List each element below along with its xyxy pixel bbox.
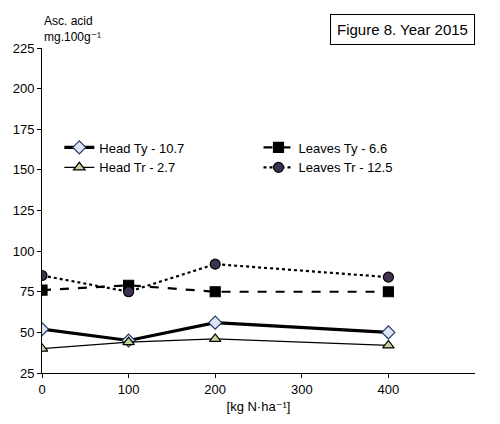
svg-text:0: 0 bbox=[38, 382, 45, 397]
svg-text:150: 150 bbox=[13, 162, 35, 177]
svg-text:200: 200 bbox=[204, 382, 226, 397]
svg-text:200: 200 bbox=[13, 81, 35, 96]
svg-text:Asc. acidmg.100g⁻¹: Asc. acidmg.100g⁻¹ bbox=[44, 14, 101, 44]
svg-text:100: 100 bbox=[13, 244, 35, 259]
svg-text:100: 100 bbox=[118, 382, 140, 397]
svg-text:400: 400 bbox=[378, 382, 400, 397]
svg-text:Head Ty - 10.7: Head Ty - 10.7 bbox=[99, 141, 184, 156]
svg-text:25: 25 bbox=[20, 366, 34, 381]
svg-text:Head Tr - 2.7: Head Tr - 2.7 bbox=[99, 160, 175, 175]
svg-text:125: 125 bbox=[13, 203, 35, 218]
svg-text:175: 175 bbox=[13, 122, 35, 137]
svg-text:Leaves Tr - 12.5: Leaves Tr - 12.5 bbox=[299, 160, 393, 175]
svg-text:50: 50 bbox=[20, 325, 34, 340]
svg-text:[kg N·ha⁻¹]: [kg N·ha⁻¹] bbox=[227, 399, 291, 414]
svg-text:Figure 8. Year 2015: Figure 8. Year 2015 bbox=[337, 21, 468, 38]
svg-text:Leaves Ty - 6.6: Leaves Ty - 6.6 bbox=[299, 141, 388, 156]
svg-text:75: 75 bbox=[20, 284, 34, 299]
svg-text:300: 300 bbox=[291, 382, 313, 397]
svg-text:225: 225 bbox=[13, 41, 35, 56]
